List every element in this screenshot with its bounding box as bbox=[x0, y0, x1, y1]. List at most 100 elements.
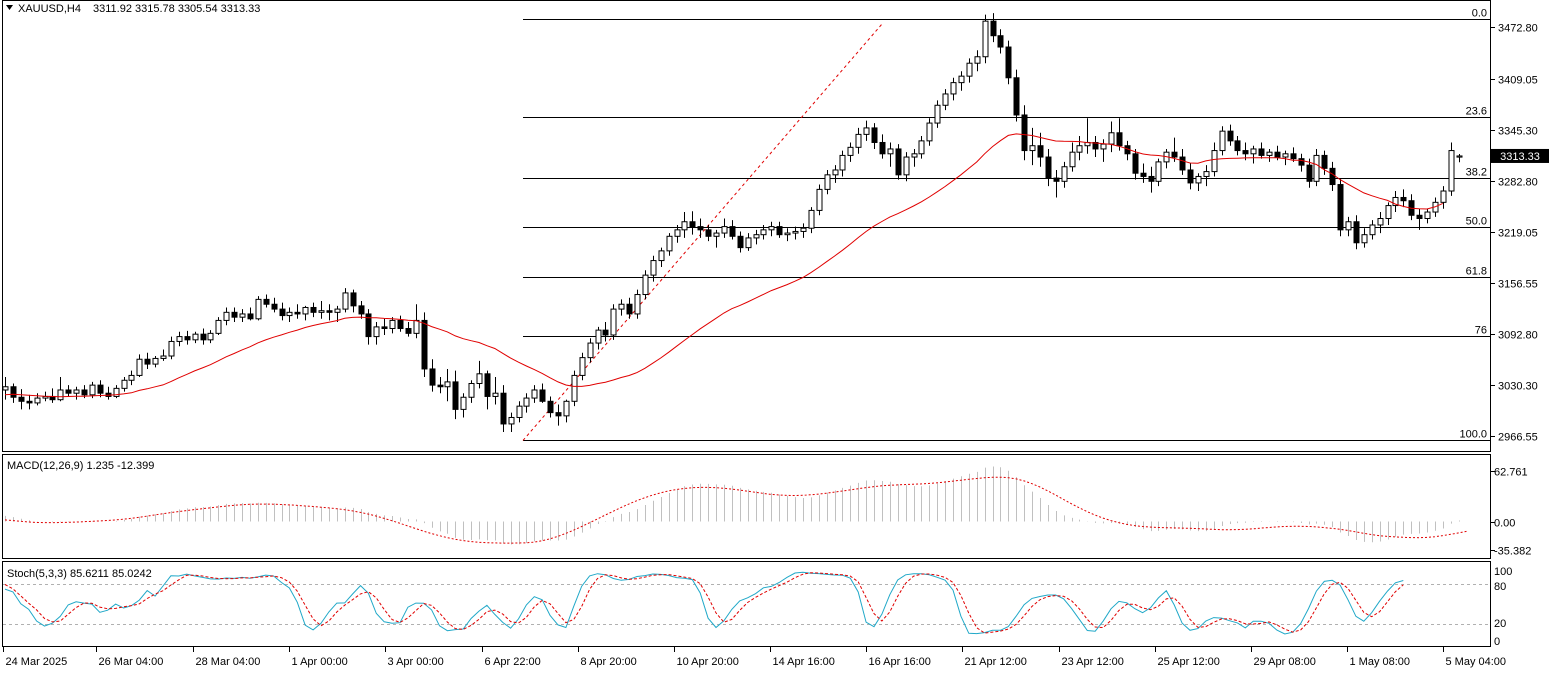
candle-body bbox=[2, 386, 9, 391]
candle-body bbox=[658, 250, 665, 262]
candle-body bbox=[1377, 218, 1384, 226]
candle bbox=[1045, 148, 1052, 187]
candle-body bbox=[832, 169, 839, 176]
candlestick-series bbox=[2, 13, 1463, 433]
candle bbox=[200, 328, 207, 345]
candle-body bbox=[1053, 177, 1060, 182]
candle-body bbox=[492, 392, 499, 397]
fib-level-label: 61.8 bbox=[1466, 266, 1487, 278]
candle-body bbox=[397, 319, 404, 330]
ohlc-values-label: 3311.92 3315.78 3305.54 3313.33 bbox=[93, 3, 260, 15]
candle-body bbox=[1045, 156, 1052, 179]
candle-body bbox=[1369, 224, 1376, 236]
candle-body bbox=[697, 226, 704, 231]
candle bbox=[34, 393, 41, 406]
time-tick-label: 21 Apr 12:00 bbox=[965, 656, 1027, 668]
candle bbox=[1227, 124, 1234, 146]
candle bbox=[642, 270, 649, 300]
time-tick-label: 5 May 04:00 bbox=[1446, 656, 1507, 668]
candle-body bbox=[539, 389, 546, 402]
candle bbox=[492, 377, 499, 405]
candle-body bbox=[255, 298, 262, 320]
candle bbox=[1400, 189, 1407, 208]
candle bbox=[1171, 137, 1178, 162]
candle bbox=[958, 71, 965, 91]
candle bbox=[484, 370, 491, 410]
macd-pane-border bbox=[2, 454, 1491, 559]
price-tick-label: 2966.55 bbox=[1498, 432, 1538, 444]
candle bbox=[674, 224, 681, 243]
candle bbox=[1092, 136, 1099, 158]
candle bbox=[737, 231, 744, 253]
candle-body bbox=[121, 379, 128, 389]
candle bbox=[808, 207, 815, 234]
candle bbox=[800, 223, 807, 238]
candle bbox=[903, 152, 910, 182]
candle bbox=[1021, 105, 1028, 161]
fibonacci-retracement[interactable]: 0.0 23.6 38.2 50.0 61.8 76 100.0 bbox=[522, 8, 1490, 441]
time-tick-label: 25 Apr 12:00 bbox=[1158, 656, 1220, 668]
candle bbox=[918, 136, 925, 159]
time-axis[interactable]: 24 Mar 2025 26 Mar 04:00 28 Mar 04:00 1 Apr… bbox=[3, 647, 1507, 668]
candle-body bbox=[1005, 46, 1012, 79]
candle-body bbox=[263, 298, 270, 305]
candle-body bbox=[1282, 153, 1289, 158]
candle-body bbox=[918, 140, 925, 155]
candle-body bbox=[926, 122, 933, 142]
candle-body bbox=[279, 308, 286, 317]
candle bbox=[745, 233, 752, 251]
candle bbox=[508, 412, 515, 433]
price-axis[interactable]: 2966.55 3030.30 3092.80 3156.55 3219.05 3282.… bbox=[1490, 23, 1538, 444]
time-tick-label: 29 Apr 08:00 bbox=[1254, 656, 1316, 668]
candle-body bbox=[681, 221, 688, 231]
candle-body bbox=[1298, 158, 1305, 166]
candle-body bbox=[34, 397, 41, 404]
candle-body bbox=[310, 306, 317, 313]
macd-label: MACD(12,26,9) 1.235 -12.399 bbox=[7, 460, 154, 472]
candle-body bbox=[1021, 114, 1028, 152]
candle bbox=[97, 380, 104, 398]
chart-header: XAUUSD,H4 3311.92 3315.78 3305.54 3313.3… bbox=[6, 3, 260, 15]
candle bbox=[982, 14, 989, 64]
candle-body bbox=[444, 381, 451, 388]
stoch-pane-border bbox=[2, 561, 1491, 647]
candle bbox=[460, 393, 467, 418]
candle bbox=[523, 393, 530, 413]
candle bbox=[342, 288, 349, 313]
candle bbox=[128, 370, 135, 386]
candle-body bbox=[1155, 161, 1162, 182]
fib-level-label: 0.0 bbox=[1472, 8, 1487, 20]
candle-body bbox=[81, 389, 88, 396]
candle bbox=[286, 307, 293, 323]
dropdown-triangle-icon[interactable] bbox=[6, 5, 13, 10]
time-tick-label: 24 Mar 2025 bbox=[6, 656, 68, 668]
candle-body bbox=[215, 319, 222, 334]
candle-body bbox=[911, 153, 918, 158]
candle bbox=[1076, 136, 1083, 161]
time-tick-label: 14 Apr 16:00 bbox=[773, 656, 835, 668]
candle bbox=[1029, 127, 1036, 166]
candle bbox=[476, 360, 483, 389]
candle-body bbox=[1400, 196, 1407, 202]
candle-body bbox=[516, 405, 523, 418]
candle-body bbox=[1329, 167, 1336, 186]
candle bbox=[152, 356, 159, 368]
price-tick-label: 3030.30 bbox=[1498, 381, 1538, 393]
candle-body bbox=[610, 308, 617, 336]
candle-body bbox=[1345, 221, 1352, 231]
candle bbox=[136, 354, 143, 378]
candle-body bbox=[523, 397, 530, 407]
candle-body bbox=[1037, 145, 1044, 158]
candle-body bbox=[863, 127, 870, 135]
candle bbox=[26, 394, 33, 410]
candle bbox=[231, 307, 238, 323]
candle bbox=[1037, 132, 1044, 167]
candle-body bbox=[634, 294, 641, 315]
candle bbox=[753, 229, 760, 245]
candle-body bbox=[729, 226, 736, 237]
candle bbox=[1306, 158, 1313, 188]
candle-body bbox=[792, 230, 799, 234]
candle-body bbox=[1013, 77, 1020, 116]
price-tick-label: 3219.05 bbox=[1498, 228, 1538, 240]
candle bbox=[1187, 163, 1194, 190]
